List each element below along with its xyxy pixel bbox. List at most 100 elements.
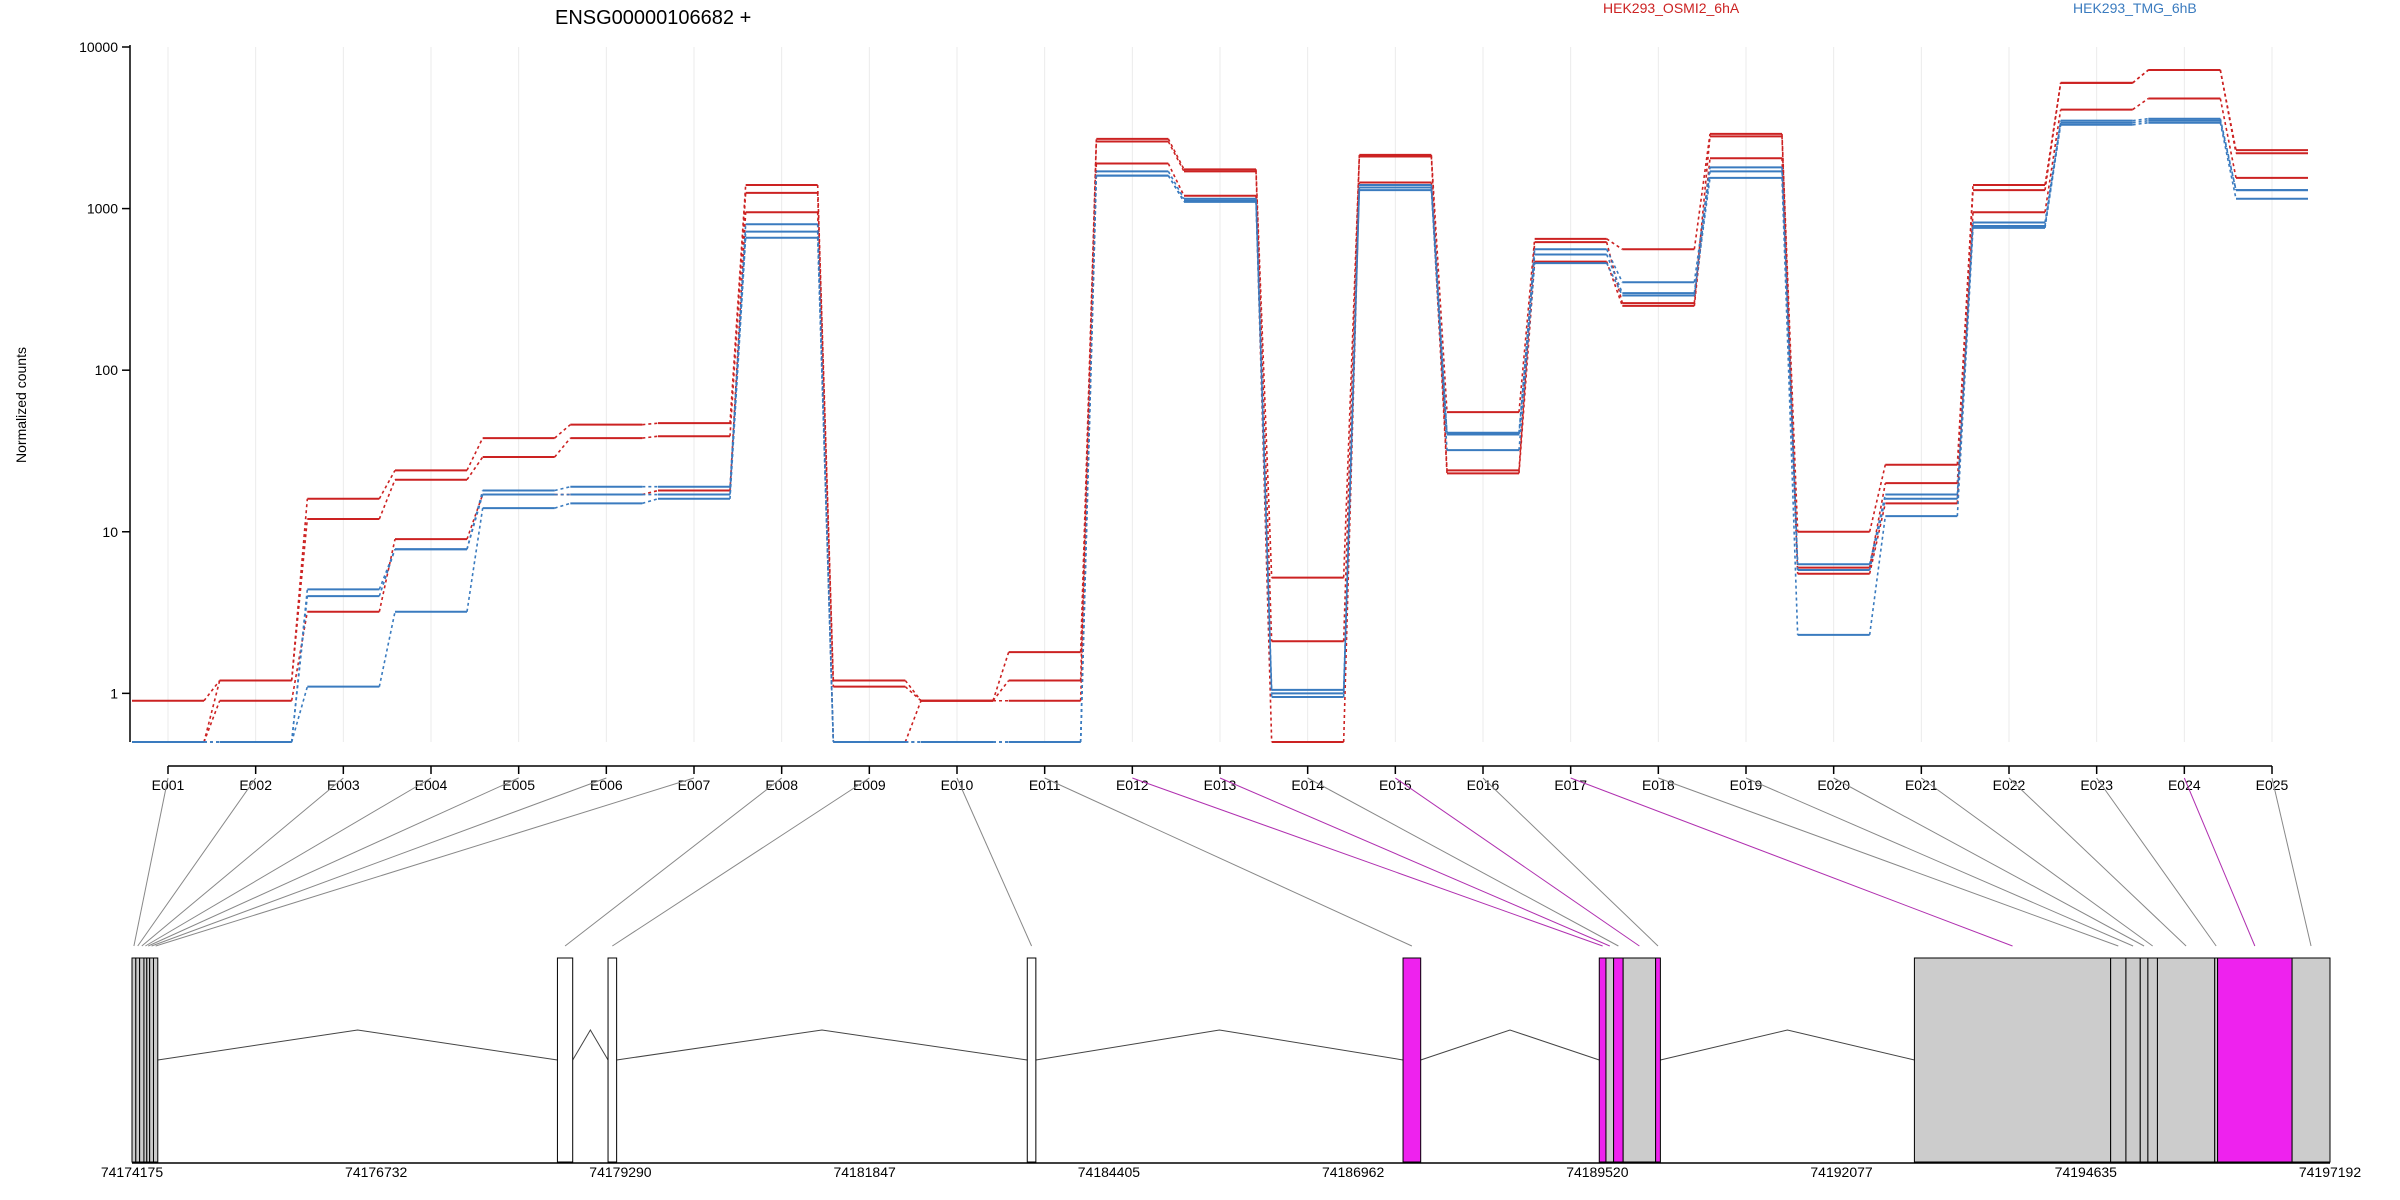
series-5-link-17 xyxy=(1693,177,1711,296)
connector-e014 xyxy=(1307,777,1619,947)
x-tick-label-e018: E018 xyxy=(1642,777,1675,793)
series-0-link-19 xyxy=(1868,464,1887,532)
x-tick-label-e017: E017 xyxy=(1554,777,1587,793)
series-0-link-16 xyxy=(1606,238,1623,250)
x-tick-label-e005: E005 xyxy=(502,777,535,793)
y-axis: 1 10 100 1000 10000 xyxy=(79,39,131,742)
exon-connector-layer xyxy=(133,777,2312,947)
x-tick-label-e013: E013 xyxy=(1204,777,1237,793)
connector-e008 xyxy=(564,777,782,947)
series-5-link-13 xyxy=(1342,190,1361,697)
exon-box-e017 xyxy=(1913,957,2112,1163)
exon-box-e009 xyxy=(607,957,618,1163)
exon-box-e013 xyxy=(1605,957,1615,1163)
coord-tick-label-5: 74186962 xyxy=(1322,1164,1385,1180)
connector-e022 xyxy=(2008,777,2187,947)
coord-tick-label-3: 74181847 xyxy=(833,1164,896,1180)
legend-entry-0: HEK293_OSMI2_6hA xyxy=(1603,0,1740,16)
connector-e001 xyxy=(133,777,169,947)
x-tick-label-e015: E015 xyxy=(1379,777,1412,793)
connector-e011 xyxy=(1044,777,1413,947)
exon-box-e024 xyxy=(2217,957,2293,1163)
x-tick-label-e010: E010 xyxy=(941,777,974,793)
x-tick-label-e012: E012 xyxy=(1116,777,1149,793)
intron-10 xyxy=(1420,1029,1600,1061)
series-1-link-6 xyxy=(729,192,747,437)
series-2-link-3 xyxy=(466,494,484,540)
connector-e012 xyxy=(1132,777,1603,947)
series-5-link-15 xyxy=(1518,263,1536,451)
series-2-link-19 xyxy=(1868,503,1887,574)
x-tick-label-e004: E004 xyxy=(415,777,448,793)
series-5-link-2 xyxy=(378,611,396,687)
series-2-link-0 xyxy=(203,700,221,743)
exon-box-e016 xyxy=(1655,957,1661,1163)
series-1-link-5 xyxy=(642,435,659,439)
series-2-link-16 xyxy=(1605,261,1624,307)
exon-box-e019 xyxy=(2125,957,2141,1163)
series-1-link-15 xyxy=(1518,242,1536,471)
series-0-link-13 xyxy=(1342,154,1361,578)
series-4-link-13 xyxy=(1342,187,1361,694)
series-3-link-1 xyxy=(290,589,309,743)
x-tick-label-e009: E009 xyxy=(853,777,886,793)
y-tick-label-4: 10000 xyxy=(79,39,118,55)
x-tick-label-e014: E014 xyxy=(1291,777,1324,793)
chart-title: ENSG00000106682 + xyxy=(555,7,751,29)
intron-9 xyxy=(1035,1029,1404,1061)
series-5-link-6 xyxy=(729,237,747,499)
series-5 xyxy=(132,121,2308,743)
series-5-link-14 xyxy=(1430,190,1448,451)
series-1-link-7 xyxy=(816,192,835,687)
grid-layer xyxy=(167,47,2273,742)
connector-e007 xyxy=(155,777,695,947)
connector-e019 xyxy=(1745,777,2134,947)
intron-15 xyxy=(1660,1029,1915,1061)
x-tick-label-e006: E006 xyxy=(590,777,623,793)
connector-e005 xyxy=(148,777,519,947)
series-3-link-11 xyxy=(1167,170,1185,200)
series-5-link-1 xyxy=(290,686,309,743)
exon-box-e014 xyxy=(1613,957,1624,1163)
x-tick-label-e003: E003 xyxy=(327,777,360,793)
connector-e009 xyxy=(612,777,870,947)
exon-box-e015 xyxy=(1622,957,1657,1163)
series-0-link-4 xyxy=(554,424,571,439)
series-4-link-14 xyxy=(1430,187,1448,435)
series-3-link-16 xyxy=(1605,248,1624,283)
intron-6 xyxy=(157,1029,558,1061)
x-tick-label-e001: E001 xyxy=(152,777,185,793)
connector-e010 xyxy=(956,777,1033,947)
series-1 xyxy=(132,69,2308,743)
series-0-link-7 xyxy=(816,184,835,681)
genomic-coordinate-axis: 74174175 74176732 74179290 74181847 74184405… xyxy=(101,1162,2361,1180)
series-4-link-15 xyxy=(1518,254,1536,435)
legend-entry-1: HEK293_TMG_6hB xyxy=(2073,0,2197,16)
series-layer xyxy=(132,69,2308,743)
series-0-link-15 xyxy=(1518,238,1536,413)
x-axis: E001 E002 E003 E004 E005 E006 E007 E008 E009 E010… xyxy=(152,765,2289,793)
series-0-link-8 xyxy=(904,680,922,702)
y-tick-label-3: 1000 xyxy=(87,201,118,217)
exon-box-e012 xyxy=(1598,957,1607,1163)
series-0-link-5 xyxy=(642,422,659,426)
series-3-link-2 xyxy=(378,548,396,590)
series-2-link-23 xyxy=(2219,98,2237,178)
series-4-link-16 xyxy=(1605,254,1624,294)
intron-7 xyxy=(572,1029,609,1061)
series-0-link-14 xyxy=(1430,154,1448,413)
exon-box-e020 xyxy=(2139,957,2149,1163)
coord-tick-label-6: 74189520 xyxy=(1566,1164,1629,1180)
exon-box-e022 xyxy=(2156,957,2216,1163)
exon-box-e008 xyxy=(556,957,574,1163)
exon-box-e011 xyxy=(1402,957,1422,1163)
series-1-link-9 xyxy=(992,680,1010,702)
x-tick-label-e025: E025 xyxy=(2256,777,2289,793)
series-4-link-1 xyxy=(290,595,309,743)
series-2-link-11 xyxy=(1167,163,1185,197)
series-2-link-2 xyxy=(378,538,396,612)
series-5-link-20 xyxy=(1956,227,1974,517)
connector-e023 xyxy=(2096,777,2217,947)
x-tick-label-e011: E011 xyxy=(1029,777,1061,793)
